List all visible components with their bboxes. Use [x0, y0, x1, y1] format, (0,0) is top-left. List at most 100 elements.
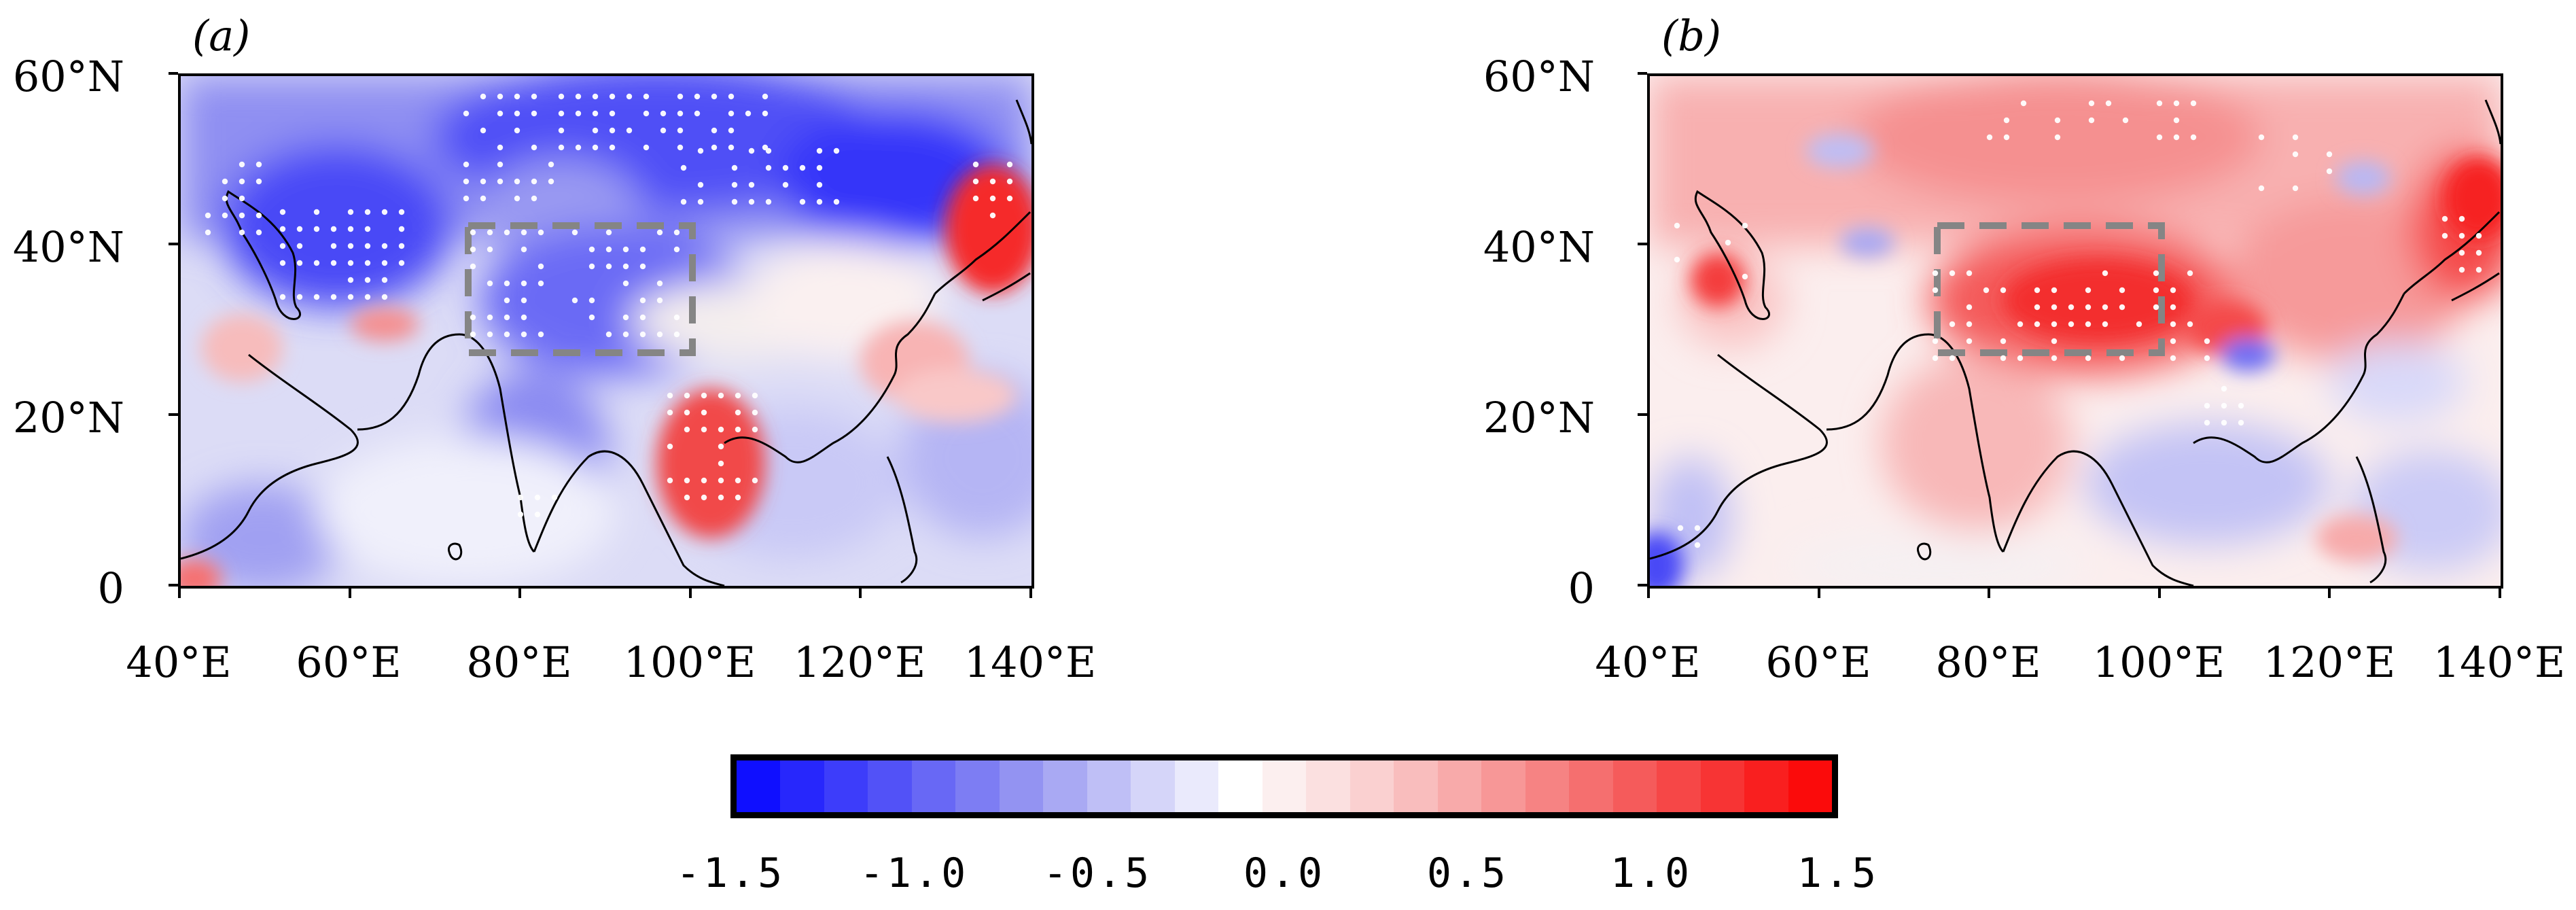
significance-dot	[711, 93, 718, 100]
colorbar-swatch	[1306, 760, 1350, 812]
significance-dot	[2000, 338, 2007, 345]
panel-b-label: (b)	[1661, 11, 1722, 60]
significance-dot	[2326, 151, 2333, 158]
significance-dot	[697, 198, 704, 205]
colorbar-swatch	[1349, 760, 1394, 812]
significance-dot	[381, 243, 388, 249]
significance-dot	[728, 110, 735, 117]
significance-dot	[514, 93, 521, 100]
significance-dot	[2085, 287, 2092, 294]
significance-dot	[1966, 270, 1973, 277]
significance-dot	[2170, 338, 2176, 345]
significance-dot	[480, 127, 487, 134]
significance-dot	[571, 297, 578, 304]
significance-dot	[521, 314, 527, 321]
significance-dot	[504, 314, 510, 321]
significance-dot	[2136, 321, 2142, 328]
significance-dot	[748, 147, 755, 154]
significance-dot	[701, 494, 707, 501]
colorbar-swatch	[1481, 760, 1525, 812]
significance-dot	[381, 277, 388, 283]
significance-dot	[622, 246, 629, 253]
significance-dot	[673, 246, 680, 253]
significance-dot	[1006, 161, 1013, 168]
colorbar-swatch	[1788, 760, 1833, 812]
significance-dot	[2238, 419, 2244, 426]
significance-dot	[551, 494, 558, 501]
significance-dot	[673, 229, 680, 236]
significance-dot	[592, 144, 599, 151]
significance-dot	[1932, 287, 1939, 294]
panel-a-label: (a)	[192, 11, 251, 60]
significance-dot	[531, 178, 537, 185]
significance-dot	[470, 331, 476, 338]
significance-dot	[677, 93, 684, 100]
significance-dot	[2173, 117, 2180, 124]
lat-label-20n-b: 20°N	[1483, 393, 1595, 442]
significance-dot	[972, 161, 979, 168]
significance-dot	[521, 331, 527, 338]
colorbar-swatch	[1218, 760, 1263, 812]
significance-dot	[347, 260, 354, 266]
significance-dot	[639, 331, 646, 338]
lon-tick	[518, 589, 522, 598]
significance-dot	[296, 226, 303, 232]
significance-dot	[2204, 338, 2210, 345]
lat-tick	[169, 413, 178, 416]
significance-dot	[2153, 270, 2159, 277]
significance-dot	[2170, 287, 2176, 294]
significance-dot	[2068, 321, 2075, 328]
significance-dot	[718, 477, 724, 484]
significance-dot	[701, 426, 707, 433]
significance-dot	[735, 409, 741, 416]
significance-dot	[673, 314, 680, 321]
significance-dot	[711, 144, 718, 151]
significance-dot	[313, 294, 320, 300]
significance-dot	[684, 426, 690, 433]
significance-dot	[592, 110, 599, 117]
significance-dot	[521, 297, 527, 304]
significance-dot	[521, 280, 527, 287]
significance-dot	[548, 161, 554, 168]
significance-dot	[765, 198, 772, 205]
significance-dot	[643, 110, 650, 117]
significance-dot	[605, 331, 612, 338]
significance-dot	[656, 297, 663, 304]
colorbar-swatch	[1043, 760, 1087, 812]
significance-dot	[731, 181, 738, 188]
significance-dot	[470, 229, 476, 236]
significance-dot	[588, 246, 595, 253]
significance-dot	[2102, 304, 2109, 311]
significance-dot	[463, 195, 470, 202]
significance-dot	[2153, 304, 2159, 311]
significance-dot	[1932, 270, 1939, 277]
significance-dot	[347, 209, 354, 215]
lat-label-40n-b: 40°N	[1483, 222, 1595, 272]
significance-dot	[1932, 355, 1939, 362]
significance-dot	[1966, 321, 1973, 328]
significance-dot	[718, 460, 724, 467]
significance-dot	[255, 178, 262, 185]
significance-dot	[677, 144, 684, 151]
significance-dot	[531, 195, 537, 202]
significance-dot	[521, 246, 527, 253]
significance-dot	[694, 110, 701, 117]
significance-dot	[575, 93, 582, 100]
significance-dot	[2051, 287, 2058, 294]
significance-dot	[2475, 266, 2482, 273]
significance-dot	[2020, 100, 2027, 107]
significance-dot	[330, 294, 337, 300]
significance-dot	[2326, 168, 2333, 175]
significance-dot	[684, 409, 690, 416]
significance-dot	[1742, 273, 1748, 280]
significance-dot	[279, 226, 286, 232]
significance-dot	[255, 229, 262, 236]
significance-dot	[575, 144, 582, 151]
significance-dot	[622, 331, 629, 338]
significance-dot	[609, 127, 616, 134]
significance-dot	[765, 164, 772, 171]
significance-dot	[639, 297, 646, 304]
significance-dot	[239, 212, 245, 219]
lon-tick	[2157, 589, 2161, 598]
significance-dot	[347, 277, 354, 283]
